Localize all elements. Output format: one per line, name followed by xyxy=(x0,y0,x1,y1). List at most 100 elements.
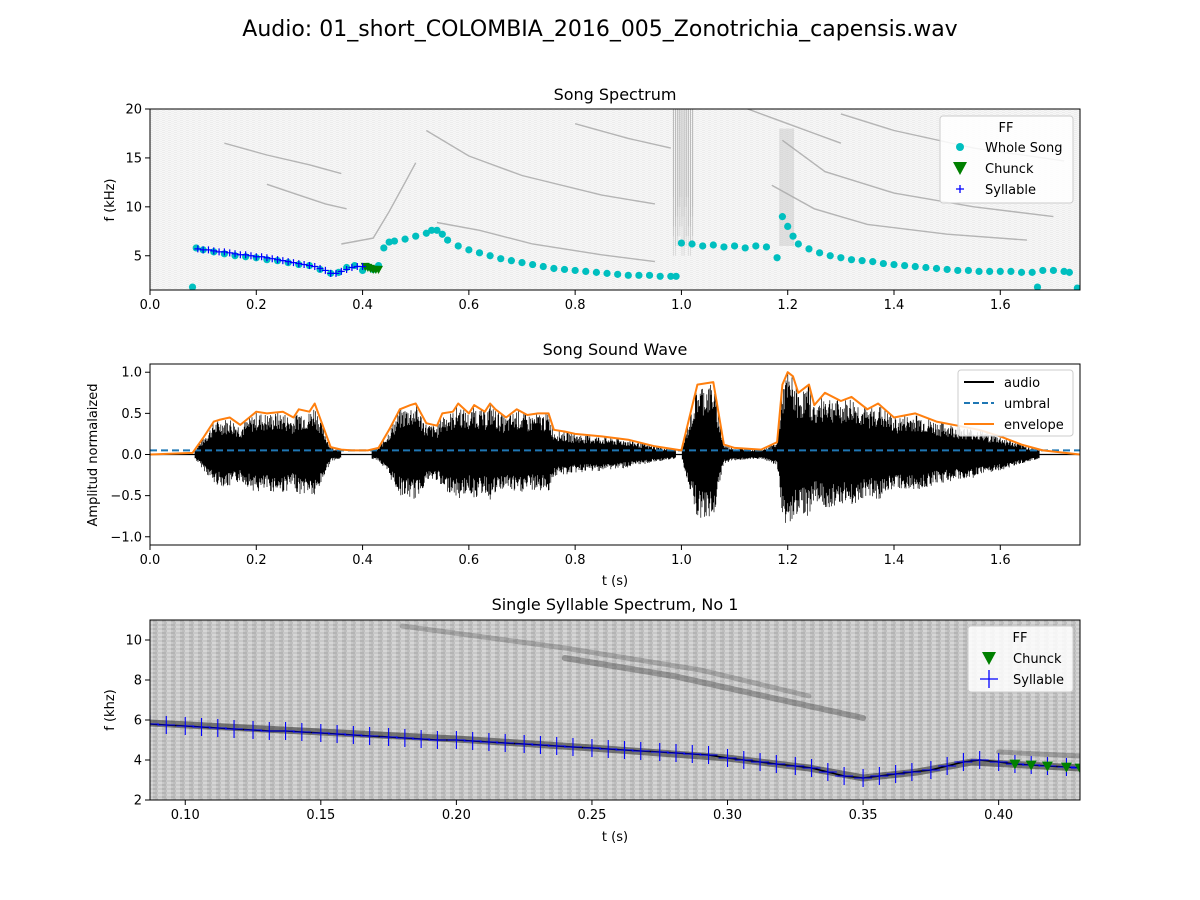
harmonic-trace xyxy=(224,142,342,175)
single-syllable-spectrum-frame xyxy=(149,619,1081,801)
whole-song-point xyxy=(385,238,393,246)
syllable-point xyxy=(886,765,905,783)
whole-song-point xyxy=(428,226,436,234)
single-syllable-spectrum-y-axis: 2 4 6 8 10 xyxy=(125,634,150,809)
whole-song-point xyxy=(752,242,760,250)
whole-song-point xyxy=(465,246,473,254)
whole-song-point xyxy=(720,243,728,251)
whole-song-point xyxy=(741,244,749,252)
whole-song-point xyxy=(805,245,813,253)
single-syllable-spectrum-title: Single Syllable Spectrum, No 1 xyxy=(492,595,739,614)
harmonic-trace xyxy=(771,184,1027,241)
y-tick-label: 0.0 xyxy=(121,448,142,463)
legend-marker-syllable-2 xyxy=(980,670,998,688)
syllable-point xyxy=(204,246,212,254)
song-spectrum-frame xyxy=(149,108,1081,291)
legend-label-syllable-2: Syllable xyxy=(1013,673,1064,688)
legend-marker-whole-song xyxy=(956,143,964,151)
syllable-point xyxy=(582,739,601,757)
syllable-point xyxy=(379,728,398,746)
y-tick-label: 6 xyxy=(134,714,142,729)
whole-song-point xyxy=(688,240,696,248)
legend-label-whole-song: Whole Song xyxy=(985,141,1063,156)
whole-song-point xyxy=(1039,266,1047,275)
x-tick-label: 0.6 xyxy=(459,553,480,568)
whole-song-point xyxy=(486,252,494,260)
whole-song-point xyxy=(571,266,579,275)
harmonic-trace xyxy=(341,162,417,245)
chunck-point xyxy=(1041,761,1053,772)
syllable-point xyxy=(279,257,287,265)
whole-song-point xyxy=(560,265,569,274)
whole-song-point xyxy=(422,229,430,237)
whole-song-point xyxy=(550,264,558,273)
whole-song-point xyxy=(954,266,962,275)
legend-marker-chunck xyxy=(953,162,967,175)
song-spectrum-legend-box xyxy=(939,115,1074,204)
syllable-point xyxy=(150,715,159,733)
syllable-point xyxy=(311,263,319,271)
syllable-point xyxy=(563,738,582,756)
syllable-point xyxy=(395,729,414,747)
syllable-point xyxy=(208,719,227,737)
whole-song-point xyxy=(816,249,824,257)
syllable-point xyxy=(321,266,329,274)
whole-song-point xyxy=(986,267,994,276)
whole-song-point xyxy=(656,272,664,280)
whole-song-point xyxy=(730,242,739,250)
y-tick-label: 0.5 xyxy=(121,407,142,422)
x-tick-label: 0.40 xyxy=(984,808,1013,823)
whole-song-point xyxy=(1007,267,1015,276)
legend-marker-chunck-2 xyxy=(982,652,996,665)
x-tick-label: 1.4 xyxy=(884,298,905,313)
whole-song-point xyxy=(1028,268,1036,276)
syllable-point xyxy=(412,730,431,748)
whole-song-point xyxy=(454,242,462,250)
whole-song-point xyxy=(1065,268,1073,276)
harmonic-trace xyxy=(436,221,655,263)
y-tick-label: 4 xyxy=(134,754,142,769)
single-syllable-spectrum-xlabel: t (s) xyxy=(602,830,628,845)
syllable-point xyxy=(447,731,466,749)
syllable-point xyxy=(210,247,218,255)
song-spectrum-title: Song Spectrum xyxy=(554,85,677,104)
harmonic-trace xyxy=(781,139,1054,218)
whole-song-point xyxy=(497,255,505,263)
chunck-point xyxy=(1074,763,1080,774)
syllable-point xyxy=(718,749,737,767)
whole-song-point xyxy=(433,226,441,234)
x-tick-label: 0.20 xyxy=(442,808,471,823)
whole-song-point xyxy=(438,230,446,238)
y-tick-label: 8 xyxy=(134,674,142,689)
syllable-point xyxy=(854,769,873,787)
song-sound-wave-title: Song Sound Wave xyxy=(543,340,688,359)
whole-song-point xyxy=(1073,284,1080,290)
syllable-point xyxy=(225,720,244,738)
syllable-harmonic-band xyxy=(996,749,1080,759)
syllable-point xyxy=(311,724,330,742)
syllable-point xyxy=(260,722,279,740)
harmonic-trace xyxy=(266,183,347,210)
single-syllable-spectrum-background xyxy=(150,620,1080,800)
whole-song-point xyxy=(529,260,537,269)
syllable-point xyxy=(305,262,313,270)
x-tick-label: 0.6 xyxy=(459,298,480,313)
song-spectrum-legend-title: FF xyxy=(999,121,1014,136)
whole-song-point xyxy=(709,241,717,249)
y-tick-label: 10 xyxy=(125,634,142,649)
y-tick-label: 20 xyxy=(125,103,142,118)
syllable-point xyxy=(989,753,1008,771)
whole-song-point xyxy=(1060,267,1068,276)
whole-song-point xyxy=(794,240,802,248)
whole-song-point xyxy=(444,236,452,244)
syllable-point xyxy=(938,757,957,775)
syllable-point xyxy=(751,753,770,771)
syllable-point xyxy=(428,731,447,749)
syllable-point xyxy=(242,251,250,259)
song-spectrum-background xyxy=(150,109,1080,290)
syllable-point xyxy=(328,725,347,743)
whole-song-point xyxy=(879,259,887,268)
whole-song-point xyxy=(677,239,686,247)
whole-song-point xyxy=(901,261,909,270)
whole-song-point xyxy=(975,267,983,276)
